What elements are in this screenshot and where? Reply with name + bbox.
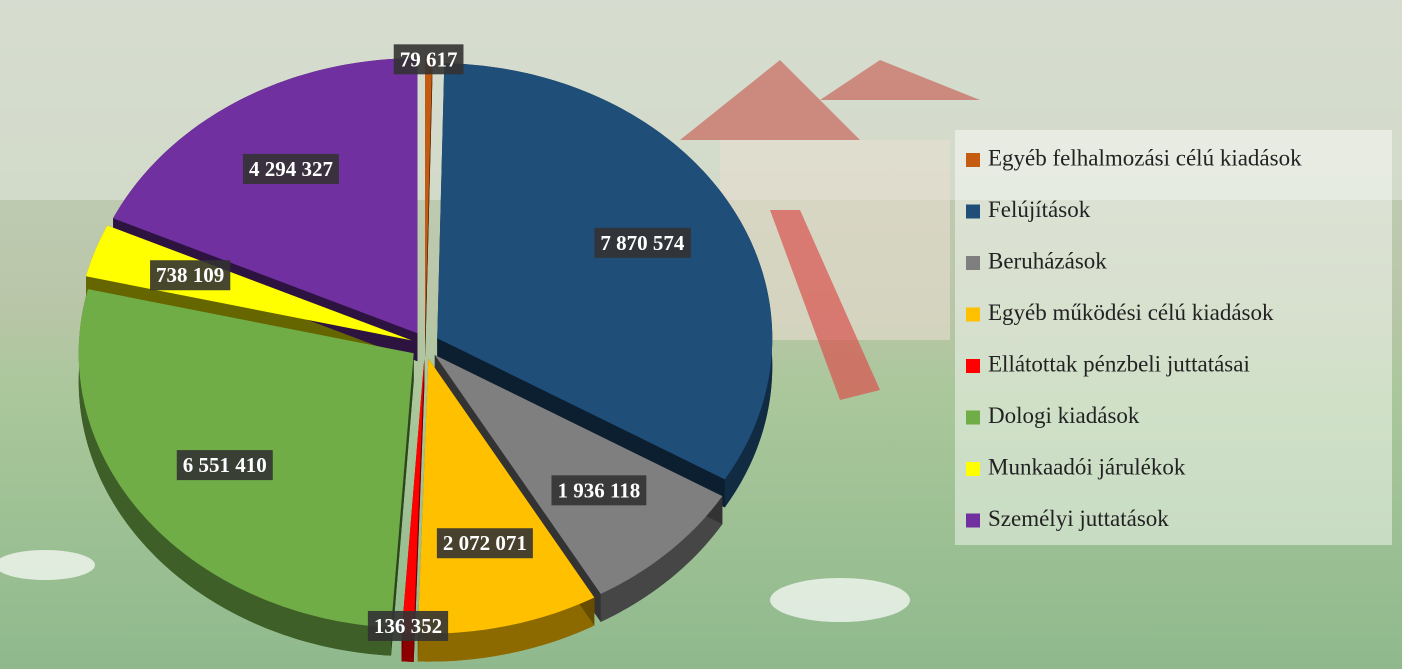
data-label: 7 870 574 — [600, 231, 685, 255]
legend-swatch — [966, 153, 980, 167]
legend-box — [955, 130, 1392, 545]
legend-swatch — [966, 514, 980, 528]
data-label: 2 072 071 — [443, 531, 527, 555]
legend-label: Ellátottak pénzbeli juttatásai — [988, 351, 1250, 376]
data-label: 79 617 — [400, 47, 458, 71]
page: {"chart_data": {"type": "pie", "categori… — [0, 0, 1402, 669]
data-label: 6 551 410 — [183, 453, 267, 477]
legend-swatch — [966, 411, 980, 425]
data-label: 136 352 — [374, 614, 442, 638]
legend-label: Felújítások — [988, 197, 1091, 222]
flower — [770, 578, 910, 622]
legend-label: Személyi juttatások — [988, 506, 1169, 531]
legend-swatch — [966, 359, 980, 373]
legend-swatch — [966, 205, 980, 219]
legend-label: Egyéb működési célú kiadások — [988, 300, 1274, 325]
chart: 79 617 7 870 574 1 936 118 2 072 071 136 352… — [0, 0, 1402, 669]
data-label: 1 936 118 — [557, 478, 640, 502]
legend-label: Munkaadói járulékok — [988, 454, 1186, 479]
legend-swatch — [966, 256, 980, 270]
legend-label: Beruházások — [988, 248, 1107, 273]
data-label: 738 109 — [156, 263, 224, 287]
data-label: 4 294 327 — [249, 157, 333, 181]
legend-swatch — [966, 308, 980, 322]
legend-label: Egyéb felhalmozási célú kiadások — [988, 145, 1302, 170]
legend-swatch — [966, 462, 980, 476]
legend-label: Dologi kiadások — [988, 403, 1140, 428]
